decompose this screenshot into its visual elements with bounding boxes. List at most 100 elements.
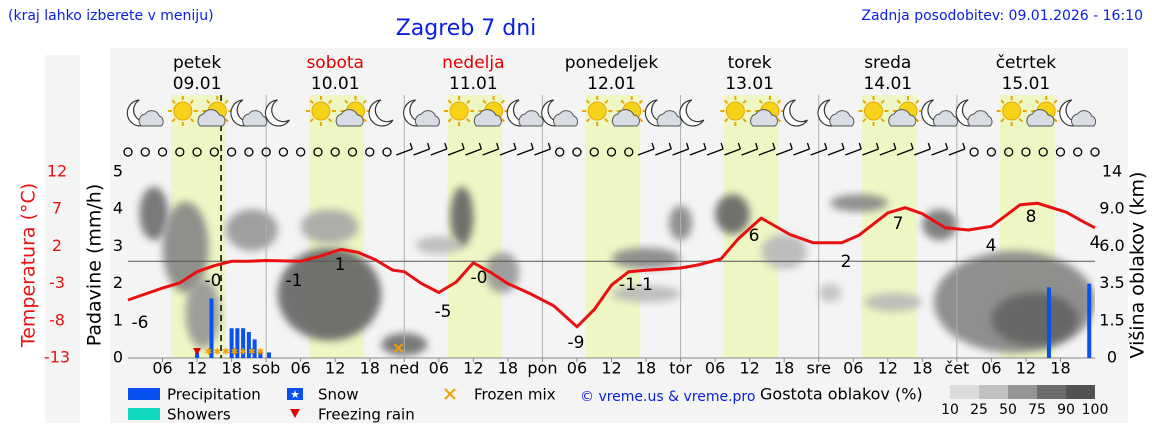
wind-barb-flag xyxy=(685,142,690,150)
sun-ray xyxy=(638,118,644,123)
sun-ray xyxy=(482,99,487,104)
wind-barb-flag xyxy=(875,142,880,150)
day-name: nedelja xyxy=(442,53,504,73)
legend-showers: Showers xyxy=(167,406,231,424)
day-date: 14.01 xyxy=(863,74,912,94)
wind-calm xyxy=(347,147,358,157)
legend-showers-swatch xyxy=(128,408,160,420)
sun-ray xyxy=(344,99,349,104)
cloud xyxy=(414,110,440,127)
axis-panel xyxy=(45,55,80,423)
precipitation-tick-label: 4 xyxy=(113,199,123,218)
sun-ray xyxy=(328,118,333,123)
wind-barb xyxy=(827,148,845,156)
cloud-cell xyxy=(611,247,681,269)
sun-ray xyxy=(1053,118,1058,123)
temperature-tick-label: 7 xyxy=(52,199,62,218)
cloud xyxy=(1026,109,1055,127)
wind-calm xyxy=(226,147,237,157)
sun-ray xyxy=(447,99,453,104)
sun-ray xyxy=(724,99,729,104)
frozen-mix-marker xyxy=(393,343,404,353)
temperature-label: -1 xyxy=(286,271,303,291)
density-swatch xyxy=(1037,385,1066,399)
cloud xyxy=(242,110,268,127)
wind-barb-flag xyxy=(962,142,966,150)
moon xyxy=(264,99,290,127)
sun-ray xyxy=(742,99,747,104)
temperature-label: 6 xyxy=(749,226,760,246)
wind-barb-flag xyxy=(703,142,707,150)
wind-barb xyxy=(948,148,966,156)
sun xyxy=(725,101,745,121)
wind-symbols xyxy=(123,142,1100,157)
x-tick-label: pon xyxy=(527,359,557,378)
wind-calm xyxy=(1038,147,1048,157)
precipitation-tick-label: 1 xyxy=(113,310,123,329)
wind-barb-flag xyxy=(444,142,448,150)
x-tick-label: 06 xyxy=(567,359,587,378)
wind-barb xyxy=(482,148,499,156)
density-label: 90 xyxy=(1057,402,1075,418)
wind-barb xyxy=(637,148,655,156)
wind-calm xyxy=(330,147,340,157)
cloud-cell xyxy=(162,201,209,293)
wind-barb xyxy=(430,148,448,156)
precipitation-bar xyxy=(258,350,263,358)
temperature-tick-label: 12 xyxy=(47,162,67,181)
temperature-label: 7 xyxy=(893,214,904,234)
cloud-height-tick-label: 1.5 xyxy=(1099,310,1124,329)
temperature-tick-label: -8 xyxy=(49,310,65,329)
wind-calm xyxy=(140,147,150,157)
x-tick-label: sob xyxy=(252,359,280,378)
cloud-height-tick-label: 3.5 xyxy=(1099,273,1124,292)
sun-ray xyxy=(585,99,591,104)
sun-ray xyxy=(880,99,885,104)
wind-calm xyxy=(1073,147,1083,157)
precipitation-bar xyxy=(1046,287,1051,358)
sun-ray xyxy=(585,118,591,123)
day-date: 12.01 xyxy=(587,74,636,94)
precipitation-bar xyxy=(235,328,240,358)
wind-barb-flag xyxy=(893,142,897,150)
x-tick-label: tor xyxy=(669,359,692,378)
wind-barb-flag xyxy=(824,142,828,150)
wind-calm xyxy=(175,147,185,157)
sun-ray xyxy=(1034,99,1040,104)
sun-ray xyxy=(604,118,609,123)
cloud-cell xyxy=(450,186,474,247)
snow-marker: ✱ xyxy=(222,348,230,358)
cloud-height-tick-label: 9.0 xyxy=(1099,199,1124,218)
x-tick-label: 18 xyxy=(498,359,518,378)
snow-marker: ✱ xyxy=(213,348,221,358)
precipitation-bar xyxy=(209,298,214,358)
wind-barb-flag xyxy=(737,142,741,150)
sun-ray xyxy=(915,118,920,123)
day-name: torek xyxy=(728,53,772,73)
wind-barb xyxy=(672,148,689,156)
wind-barb xyxy=(775,148,793,156)
sun-ray xyxy=(447,118,453,123)
cloud xyxy=(1071,110,1097,127)
wind-barb xyxy=(845,148,862,156)
day-name: četrtek xyxy=(996,53,1057,73)
sun-ray xyxy=(758,99,763,104)
precipitation-bar xyxy=(1087,283,1092,358)
legend-freezing-swatch xyxy=(290,409,300,418)
temperature-label: -6 xyxy=(132,313,149,333)
x-tick-label: 12 xyxy=(325,359,345,378)
legend-frozen-swatch xyxy=(444,388,456,400)
cloud-height-tick-label: 6.0 xyxy=(1099,236,1124,255)
x-tick-label: 06 xyxy=(152,359,172,378)
sun-ray xyxy=(189,118,195,123)
legend-freezing-rain: Freezing rain xyxy=(318,406,415,424)
sun-ray xyxy=(620,99,625,104)
sun-ray xyxy=(328,99,333,104)
snow-marker: ✱ xyxy=(205,348,213,358)
x-tick-label: 12 xyxy=(739,359,759,378)
sun-ray xyxy=(1000,118,1005,123)
sun-ray xyxy=(224,118,229,123)
snow-marker: ✱ xyxy=(257,348,265,358)
